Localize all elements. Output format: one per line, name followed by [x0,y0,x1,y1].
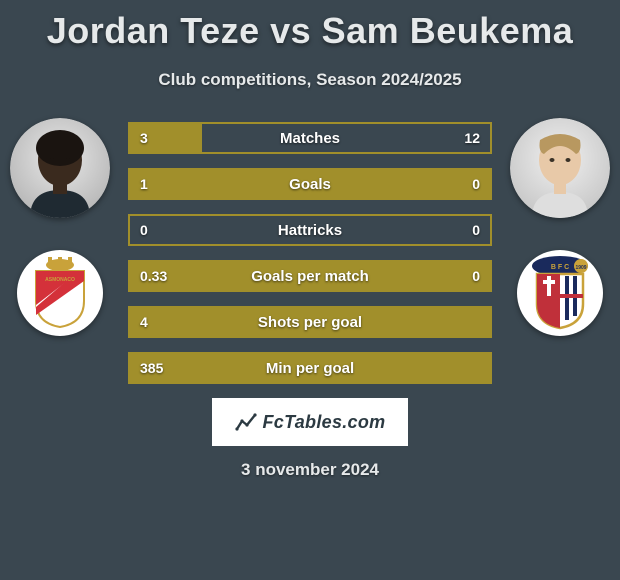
stat-left-value: 4 [140,314,148,330]
stats-column: 3 Matches 12 1 Goals 0 0 Hattricks 0 0.33 Goals pe… [128,118,492,384]
right-player-column: B F C 1909 [510,118,610,336]
right-club-badge: B F C 1909 [517,250,603,336]
stat-left-value: 1 [140,176,148,192]
stat-label: Min per goal [266,360,354,377]
left-club-badge: ASMONACO [17,250,103,336]
stat-row: 1 Goals 0 [128,168,492,200]
stat-row: 4 Shots per goal [128,306,492,338]
branding-text: FcTables.com [263,412,386,433]
stat-row: 0 Hattricks 0 [128,214,492,246]
stat-label: Goals [289,176,331,193]
left-player-column: ASMONACO [10,118,110,336]
svg-text:ASMONACO: ASMONACO [45,277,75,283]
stat-left-value: 385 [140,360,163,376]
stat-label: Hattricks [278,222,342,239]
stat-label: Shots per goal [258,314,362,331]
page-title: Jordan Teze vs Sam Beukema [10,10,610,52]
stat-right-value: 12 [464,130,480,146]
subtitle: Club competitions, Season 2024/2025 [10,70,610,90]
stat-right-value: 0 [472,176,480,192]
right-player-avatar [510,118,610,218]
stat-left-value: 0.33 [140,268,167,284]
fctables-logo-icon [235,411,257,433]
stat-left-value: 3 [140,130,148,146]
branding-bar: FcTables.com [212,398,408,446]
main-row: ASMONACO 3Matches121Goals00Hattricks00.3… [10,118,610,384]
date-label: 3 november 2024 [10,460,610,480]
stat-row: 385 Min per goal [128,352,492,384]
stat-row: 3 Matches 12 [128,122,492,154]
svg-text:1909: 1909 [575,265,586,271]
left-player-avatar [10,118,110,218]
comparison-card: Jordan Teze vs Sam Beukema Club competit… [0,0,620,480]
stat-left-value: 0 [140,222,148,238]
stat-right-value: 0 [472,222,480,238]
stat-label: Matches [280,130,340,147]
svg-text:B F C: B F C [551,264,569,271]
stat-label: Goals per match [251,268,369,285]
monaco-crest-icon: ASMONACO [30,257,90,329]
bologna-crest-icon: B F C 1909 [529,256,591,330]
stat-right-value: 0 [472,268,480,284]
stat-row: 0.33 Goals per match 0 [128,260,492,292]
